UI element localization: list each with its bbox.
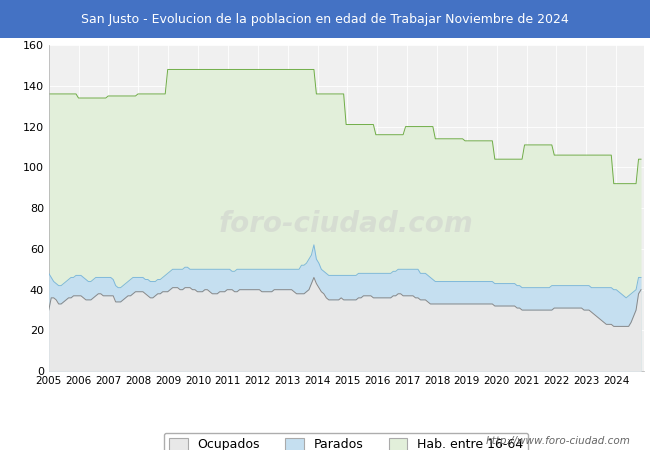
Text: foro-ciudad.com: foro-ciudad.com <box>219 211 473 239</box>
Legend: Ocupados, Parados, Hab. entre 16-64: Ocupados, Parados, Hab. entre 16-64 <box>164 433 528 450</box>
Text: San Justo - Evolucion de la poblacion en edad de Trabajar Noviembre de 2024: San Justo - Evolucion de la poblacion en… <box>81 13 569 26</box>
Text: http://www.foro-ciudad.com: http://www.foro-ciudad.com <box>486 436 630 446</box>
